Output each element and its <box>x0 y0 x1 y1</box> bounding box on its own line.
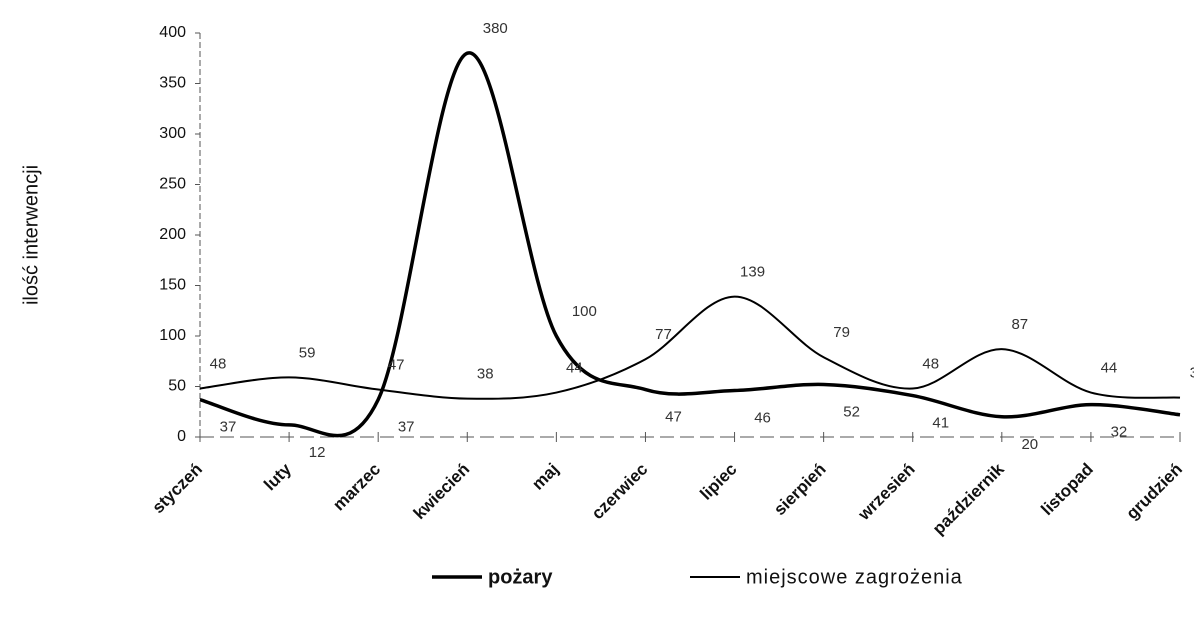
series-line <box>199 295 1181 400</box>
data-label: 20 <box>1021 436 1038 453</box>
data-label: 47 <box>665 408 682 425</box>
x-tick-label: sierpień <box>770 460 830 520</box>
x-tick-label: listopad <box>1037 460 1097 520</box>
y-tick-label: 250 <box>159 176 186 193</box>
y-axis-label: ilość interwencji <box>20 165 42 305</box>
y-tick-label: 350 <box>159 75 186 92</box>
x-tick-label: lipiec <box>696 460 740 504</box>
data-label: 48 <box>210 355 227 372</box>
data-label: 48 <box>922 355 939 372</box>
x-tick-label: grudzień <box>1122 460 1186 524</box>
y-tick-label: 150 <box>159 277 186 294</box>
data-label: 380 <box>483 20 508 37</box>
data-label: 37 <box>220 419 237 436</box>
y-tick-label: 50 <box>168 378 186 395</box>
x-tick-label: maj <box>528 460 562 494</box>
data-label: 47 <box>388 356 405 373</box>
data-label: 12 <box>309 444 326 461</box>
x-tick-label: styczeń <box>148 460 206 518</box>
legend-label: pożary <box>488 566 553 588</box>
data-label: 46 <box>754 410 771 427</box>
data-label: 79 <box>833 324 850 341</box>
data-label: 87 <box>1011 316 1028 333</box>
y-tick-label: 400 <box>159 24 186 41</box>
y-tick-label: 100 <box>159 327 186 344</box>
y-tick-label: 200 <box>159 226 186 243</box>
data-label: 37 <box>398 419 415 436</box>
data-label: 41 <box>932 415 949 432</box>
y-tick-label: 300 <box>159 125 186 142</box>
data-label: 52 <box>843 403 860 420</box>
legend-label: miejscowe zagrożenia <box>746 566 963 588</box>
data-label: 139 <box>740 264 765 281</box>
data-label: 38 <box>477 366 494 383</box>
x-tick-label: czerwiec <box>588 460 652 524</box>
x-tick-label: marzec <box>329 460 384 515</box>
x-tick-label: kwiecień <box>410 460 474 524</box>
data-label: 44 <box>1101 360 1118 377</box>
series-line <box>199 51 1181 438</box>
x-tick-label: październik <box>929 459 1008 538</box>
x-tick-label: luty <box>260 459 295 494</box>
x-tick-label: wrzesień <box>854 460 919 525</box>
data-label: 59 <box>299 344 316 361</box>
data-label: 77 <box>655 326 672 343</box>
data-label: 44 <box>566 360 583 377</box>
data-label: 100 <box>572 303 597 320</box>
data-label: 39 <box>1190 365 1194 382</box>
y-tick-label: 0 <box>177 428 186 445</box>
data-label: 32 <box>1111 424 1128 441</box>
